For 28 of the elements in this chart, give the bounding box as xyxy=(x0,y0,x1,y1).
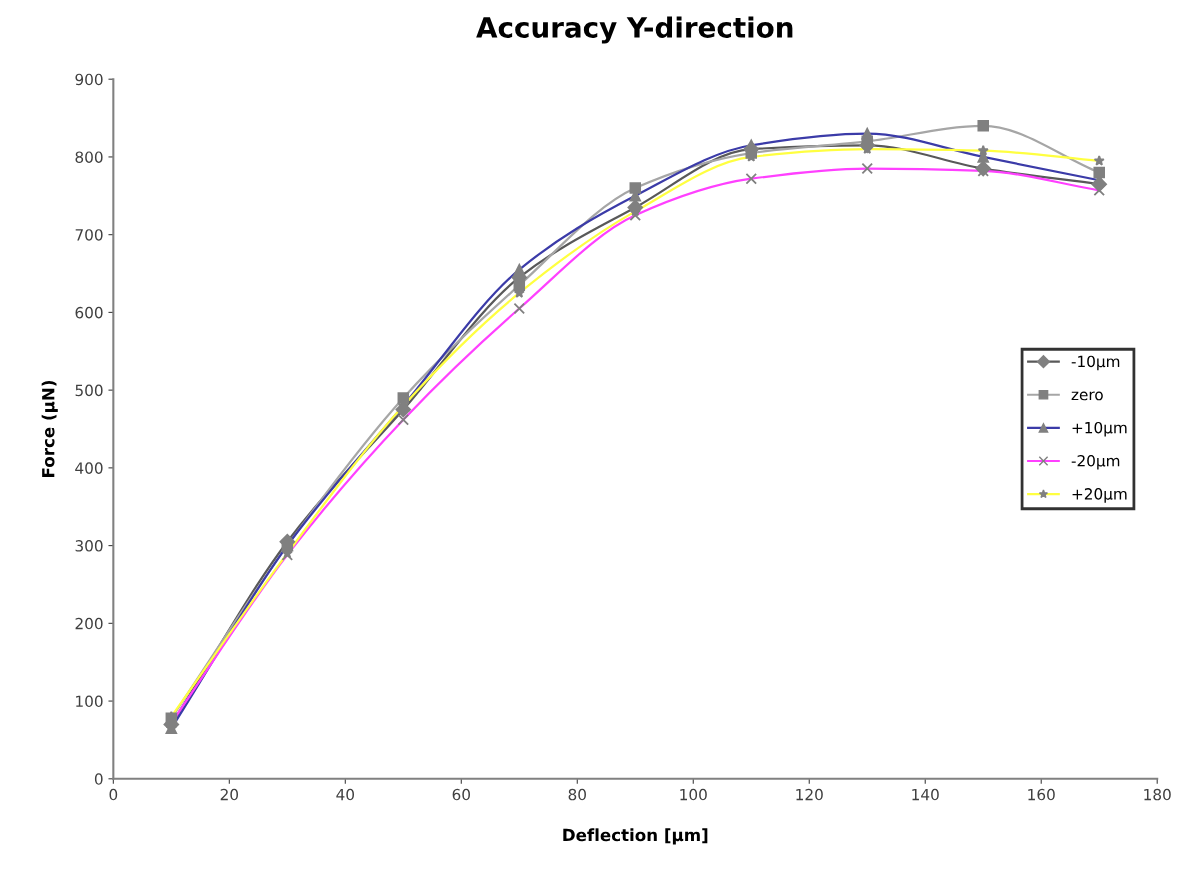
legend-label: +10µm xyxy=(1072,421,1127,437)
y-tick-label: 100 xyxy=(76,695,103,708)
x-tick-label: 20 xyxy=(220,788,239,801)
y-tick-label: 600 xyxy=(75,306,103,319)
x-tick-label: 40 xyxy=(336,788,355,801)
legend-label: zero xyxy=(1071,391,1103,401)
x-tick-label: 120 xyxy=(796,788,823,801)
x-tick-label: 60 xyxy=(452,788,470,801)
y-tick-label: 0 xyxy=(94,773,103,785)
legend-label: -20µm xyxy=(1071,455,1120,470)
y-tick-label: 400 xyxy=(75,462,103,474)
x-tick-label: 140 xyxy=(912,788,939,801)
x-tick-label: 100 xyxy=(680,788,707,801)
y-tick-label: 800 xyxy=(75,151,103,163)
y-axis-title: Force (µN) xyxy=(41,381,58,477)
x-tick-label: 160 xyxy=(1028,788,1055,801)
y-tick-label: 900 xyxy=(75,73,103,86)
y-tick-label: 500 xyxy=(75,384,103,397)
x-tick-label: 180 xyxy=(1144,788,1171,801)
y-tick-label: 700 xyxy=(75,229,103,241)
y-tick-label: 200 xyxy=(75,617,103,630)
legend-label: -10µm xyxy=(1071,355,1120,371)
x-tick-label: 80 xyxy=(568,788,586,801)
chart-title: Accuracy Y-direction xyxy=(476,16,793,44)
legend-label: +20µm xyxy=(1072,488,1127,503)
x-axis-title: Deflection [µm] xyxy=(563,828,708,845)
y-tick-label: 300 xyxy=(75,540,103,552)
x-tick-label: 0 xyxy=(109,788,118,801)
